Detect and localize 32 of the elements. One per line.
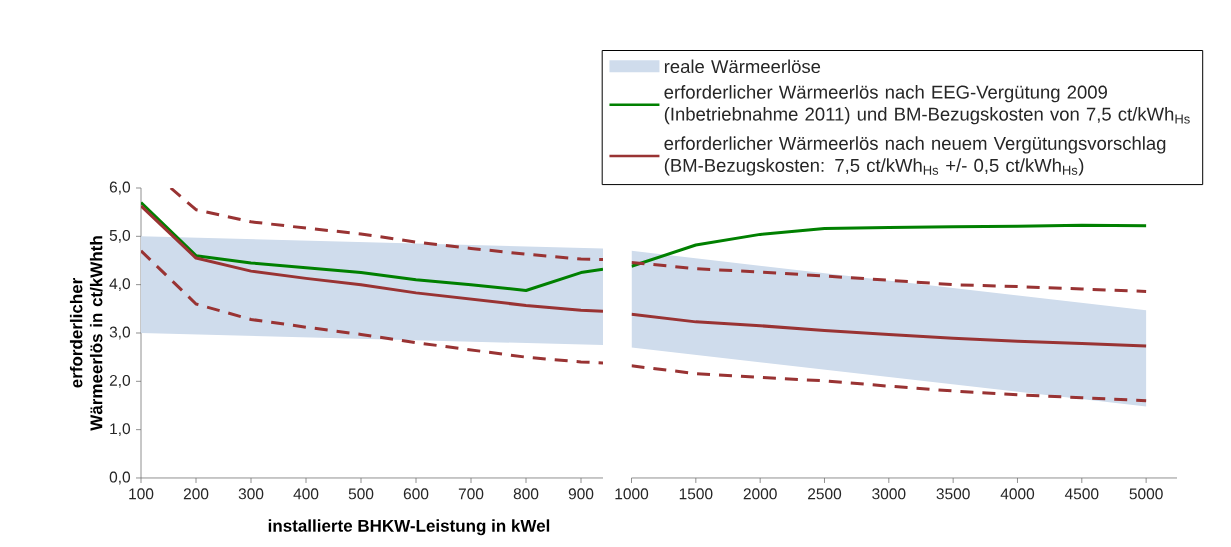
line-series: [141, 200, 603, 292]
x-tick-label: 3500: [936, 488, 970, 500]
x-tick-label: 1000: [615, 488, 649, 500]
x-tick-label: 3000: [872, 488, 906, 500]
legend-label: reale Wärmeerlöse: [664, 59, 821, 74]
x-tick-label: 4000: [1000, 488, 1035, 500]
line-series: [169, 187, 603, 262]
x-tick-label: 100: [129, 488, 154, 500]
x-tick-label: 800: [513, 488, 539, 500]
x-tick-label: 700: [458, 488, 484, 500]
x-tick-label: 1500: [679, 488, 713, 500]
x-axis-title: installierte BHKW-Leistung in kWel: [268, 519, 550, 536]
x-tick-label: 4500: [1064, 488, 1099, 500]
legend-label: erforderlicher Wärmeerlös nach EEG-Vergütung 2009 (Inbetriebnahme 2011) und BM-Bezugskosten von 7,5 ct/kWh$_{Hs}$: [664, 85, 1190, 125]
y-tick-label: 1,0: [110, 423, 131, 437]
y-tick-label: 5,0: [109, 229, 131, 243]
y-tick-label: 4,0: [109, 278, 131, 292]
x-tick-label: 2000: [743, 488, 777, 500]
x-tick-label: 600: [403, 488, 429, 500]
y-tick-label: 2,0: [109, 374, 131, 388]
y-axis-title: erforderlicher Wärmeerlös in ct/kWhth: [69, 236, 103, 431]
y-tick-label: 3,0: [109, 326, 131, 340]
x-tick-label: 500: [348, 488, 374, 500]
y-tick-label: 6,0: [109, 181, 131, 195]
legend-label: erforderlicher Wärmeerlös nach neuem Vergütungsvorschlag (BM-Bezugskosten: 7,5 ct/kWh$_{Hs}$ +/- 0,5 ct/kWh$_{Hs}$): [664, 136, 1166, 176]
x-tick-label: 300: [238, 488, 264, 500]
x-tick-label: 400: [293, 488, 319, 500]
x-tick-label: 2500: [808, 488, 842, 500]
x-tick-label: 900: [568, 488, 594, 500]
y-tick-label: 0,0: [109, 471, 131, 485]
x-tick-label: 5000: [1129, 488, 1163, 500]
x-tick-label: 200: [183, 488, 209, 500]
